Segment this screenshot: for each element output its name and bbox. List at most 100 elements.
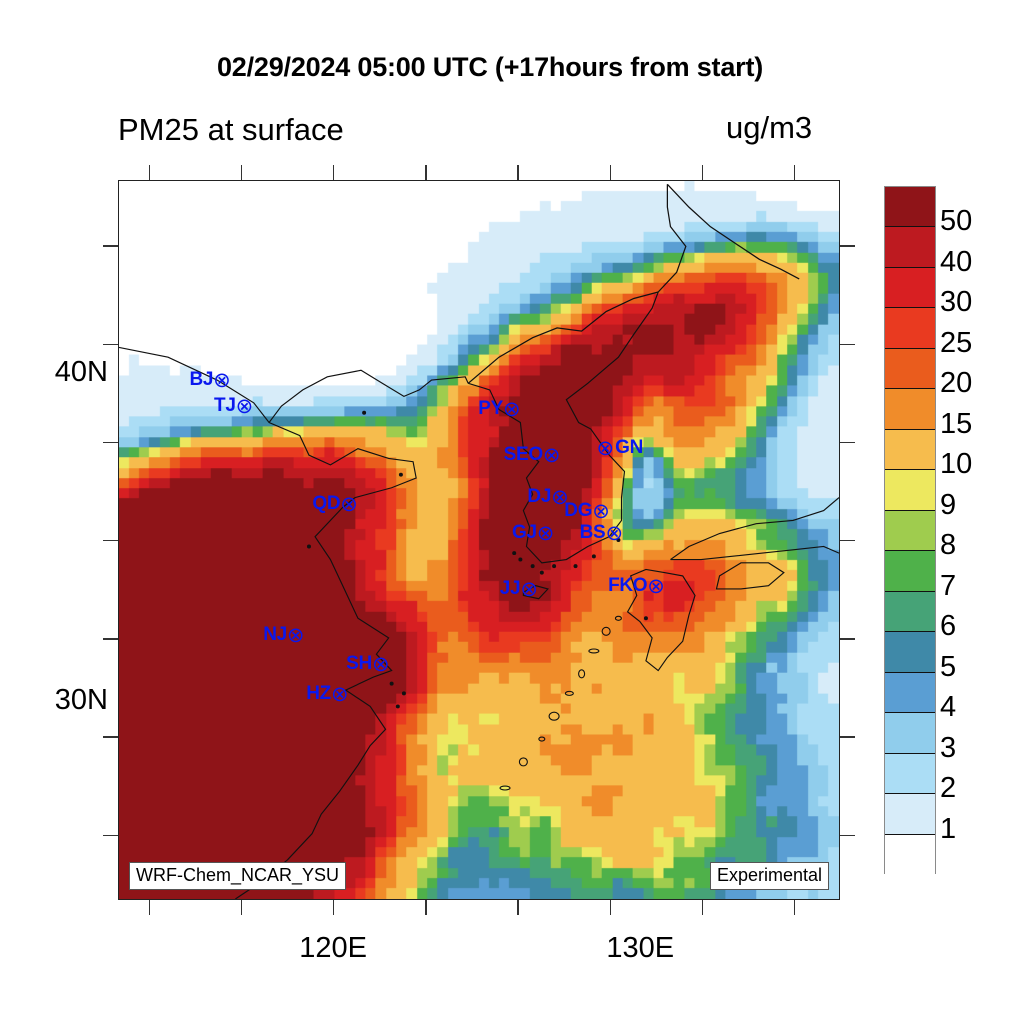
colorbar-tick-2: 2 — [940, 772, 957, 805]
coastline-ryukyu-islet — [518, 757, 528, 767]
station-cross-icon: ⊗ — [235, 394, 254, 418]
station-cross-icon: ⊗ — [330, 682, 349, 706]
city-marker-seo[interactable]: SEO⊗ — [504, 444, 561, 466]
colorbar-band-34 — [885, 713, 935, 754]
coastline-islet — [573, 564, 578, 569]
city-marker-qd[interactable]: QD⊗ — [312, 493, 358, 515]
colorbar-band-89 — [885, 510, 935, 552]
page-title: 02/29/2024 05:00 UTC (+17hours from star… — [216, 52, 764, 82]
axis-tick-y-right — [840, 736, 855, 738]
axis-tick-x — [701, 900, 704, 915]
coastline-jeju — [522, 585, 549, 600]
city-marker-bs[interactable]: BS⊗ — [579, 522, 624, 546]
axis-tick-x — [240, 900, 243, 915]
coastline-ryukyu-islet — [548, 711, 560, 721]
station-cross-icon: ⊗ — [592, 499, 610, 523]
colorbar-tick-10: 10 — [940, 448, 973, 481]
axis-tick-y-right — [840, 245, 855, 247]
colorbar-tick-7: 7 — [940, 569, 957, 602]
colorbar-tick-9: 9 — [940, 488, 957, 521]
border-korea-china — [467, 291, 659, 384]
coastline-ryukyu-islet — [588, 648, 600, 654]
colorbar-tick-4: 4 — [940, 691, 957, 724]
colorbar-band-50 — [885, 187, 935, 228]
colorbar-tick-6: 6 — [940, 610, 957, 643]
city-marker-bj[interactable]: BJ⊗ — [189, 369, 230, 391]
station-cross-icon: ⊗ — [647, 574, 665, 598]
coastline-islet — [591, 554, 596, 559]
colorbar-band-1 — [885, 834, 935, 875]
border-russia-china-south — [657, 184, 687, 293]
city-label: JJ — [499, 578, 521, 600]
colorbar-band-23 — [885, 753, 935, 795]
coastline-ryukyu-islet — [601, 626, 611, 636]
city-marker-gn[interactable]: ⊗GN — [596, 437, 644, 461]
city-marker-fko[interactable]: FKO⊗ — [608, 574, 665, 598]
axis-tick-y — [103, 736, 118, 738]
city-label: HZ — [306, 682, 331, 704]
station-cross-icon: ⊗ — [551, 486, 569, 510]
coastline-islet — [389, 681, 394, 686]
coastline-bohai-liaodong — [268, 369, 469, 423]
colorbar-band-910 — [885, 470, 935, 511]
station-cross-icon: ⊗ — [286, 623, 305, 647]
colorbar-band-56 — [885, 632, 935, 673]
border-russia-china — [666, 183, 800, 280]
coastline-islet — [401, 691, 406, 696]
station-cross-icon: ⊗ — [503, 398, 521, 422]
station-cross-icon: ⊗ — [605, 522, 624, 546]
coastline-islet — [518, 557, 523, 562]
pm25-map-panel[interactable]: WRF-Chem_NCAR_YSU Experimental — [118, 180, 840, 900]
axis-tick-x-top — [701, 165, 704, 180]
axis-tick-x — [333, 900, 335, 915]
axis-tick-y — [103, 245, 118, 247]
colorbar-tick-30: 30 — [940, 286, 973, 319]
colorbar[interactable] — [884, 186, 936, 875]
coastline-islet — [643, 616, 648, 621]
city-label: BS — [579, 522, 606, 544]
city-marker-dj[interactable]: DJ⊗ — [527, 486, 569, 510]
coastline-islet — [362, 410, 367, 415]
city-marker-jj[interactable]: JJ⊗ — [499, 578, 538, 602]
city-label: NJ — [263, 623, 287, 645]
axis-tick-x-top — [333, 165, 335, 180]
colorbar-band-78 — [885, 551, 935, 592]
city-label: FKO — [608, 574, 648, 596]
axis-tick-x — [609, 900, 611, 915]
colorbar-tick-50: 50 — [940, 205, 973, 238]
colorbar-tick-8: 8 — [940, 529, 957, 562]
city-marker-py[interactable]: PY⊗ — [478, 398, 521, 422]
station-cross-icon: ⊗ — [371, 653, 390, 677]
coastline-islet — [306, 544, 311, 549]
coastline-ryukyu-islet — [499, 785, 511, 791]
axis-label-y: 30N — [54, 683, 108, 716]
city-marker-sh[interactable]: SH⊗ — [346, 653, 390, 677]
station-cross-icon: ⊗ — [520, 578, 538, 602]
axis-tick-y — [103, 441, 118, 444]
colorbar-band-3040 — [885, 267, 935, 309]
coastline-islet — [539, 570, 544, 575]
city-marker-hz[interactable]: HZ⊗ — [306, 682, 349, 706]
station-cross-icon: ⊗ — [596, 437, 615, 461]
station-cross-icon: ⊗ — [536, 522, 555, 546]
coastline-islet — [395, 704, 400, 709]
colorbar-tick-3: 3 — [940, 731, 957, 764]
city-marker-gj[interactable]: GJ⊗ — [512, 522, 555, 546]
city-marker-nj[interactable]: NJ⊗ — [263, 623, 305, 647]
coastline-honshu-north — [670, 497, 839, 561]
axis-label-x: 130E — [606, 932, 675, 964]
colorbar-tick-40: 40 — [940, 245, 973, 278]
axis-tick-y-right — [840, 540, 855, 542]
city-marker-dg[interactable]: DG⊗ — [564, 499, 610, 523]
coastline-overlay — [119, 183, 839, 899]
city-label: QD — [312, 493, 341, 514]
colorbar-band-45 — [885, 672, 935, 714]
axis-label-y: 40N — [54, 356, 108, 389]
city-marker-tj[interactable]: TJ⊗ — [214, 394, 254, 418]
coastline-islet — [398, 472, 403, 477]
axis-tick-y — [103, 343, 118, 346]
coastline-ryukyu-islet — [538, 736, 546, 742]
city-label: PY — [478, 398, 503, 420]
coastline-korea — [468, 291, 659, 564]
colorbar-band-1015 — [885, 429, 935, 471]
